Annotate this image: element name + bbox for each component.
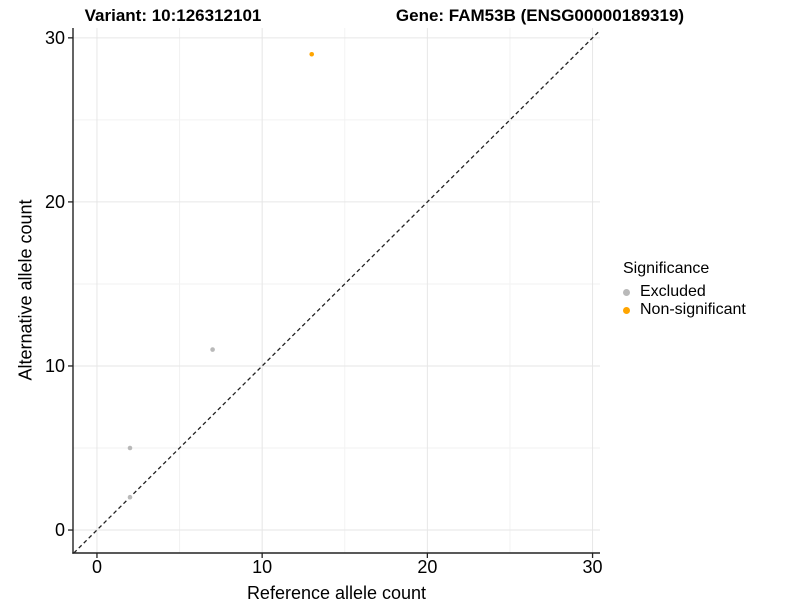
x-tick-label: 0 <box>92 557 102 577</box>
data-point <box>210 347 215 352</box>
legend-item-non-significant: Non-significant <box>620 301 746 319</box>
y-tick-label: 20 <box>45 192 65 212</box>
data-point <box>309 51 315 57</box>
legend-item-excluded: Excluded <box>620 283 746 301</box>
y-tick-label: 0 <box>55 520 65 540</box>
y-axis-title: Alternative allele count <box>15 199 36 381</box>
y-tick-label: 10 <box>45 356 65 376</box>
legend-title: Significance <box>623 260 710 277</box>
x-axis-title: Reference allele count <box>246 583 427 600</box>
x-tick-label: 10 <box>252 557 272 577</box>
excluded-dot-icon <box>623 288 630 296</box>
x-tick-label: 20 <box>417 557 437 577</box>
non-significant-dot-icon <box>623 306 630 314</box>
y-tick-label: 30 <box>45 28 65 48</box>
legend-label-excluded: Excluded <box>640 283 706 300</box>
x-tick-label: 30 <box>583 557 603 577</box>
legend-label-non-significant: Non-significant <box>640 301 746 318</box>
data-point <box>127 445 133 451</box>
gene-title: Gene: FAM53B (ENSG00000189319) <box>395 6 685 25</box>
identity-line <box>73 29 601 554</box>
data-point <box>127 494 133 500</box>
variant-title: Variant: 10:126312101 <box>84 6 262 25</box>
legend: Significance Excluded Non-significant <box>620 260 746 319</box>
